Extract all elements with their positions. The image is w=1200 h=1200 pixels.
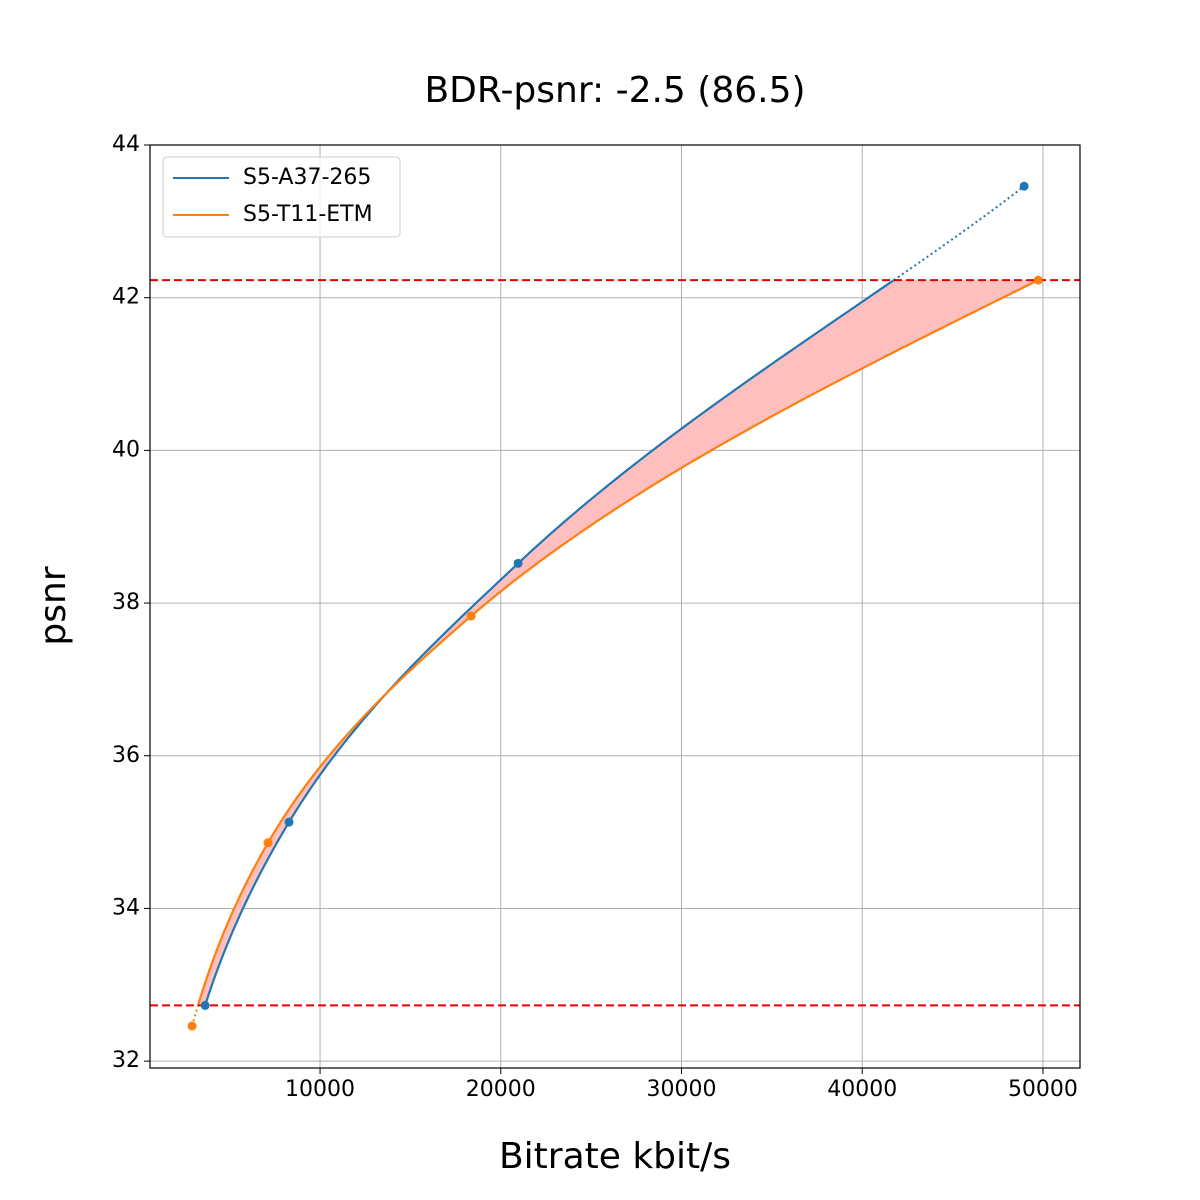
data-point	[1019, 181, 1029, 191]
chart-title: BDR-psnr: -2.5 (86.5)	[424, 70, 805, 111]
data-point	[466, 611, 476, 621]
x-tick-label: 30000	[647, 1077, 717, 1102]
y-tick-label: 34	[112, 895, 140, 920]
plot-frame	[149, 144, 1081, 1069]
fit-curve	[204, 279, 895, 1006]
fit-curve	[196, 279, 1039, 1006]
y-tick-label: 42	[112, 285, 140, 310]
y-tick-label: 40	[112, 437, 140, 462]
x-axis-label: Bitrate kbit/s	[499, 1136, 731, 1177]
legend-label: S5-T11-ETM	[243, 202, 373, 227]
x-tick-label: 20000	[466, 1077, 536, 1102]
legend-label: S5-A37-265	[243, 165, 371, 190]
y-tick-label: 38	[112, 590, 140, 615]
x-tick-label: 50000	[1008, 1077, 1078, 1102]
data-point	[513, 558, 523, 568]
data-point	[187, 1021, 197, 1031]
x-tick-label: 40000	[827, 1077, 897, 1102]
data-point	[200, 1000, 210, 1010]
y-axis-label: psnr	[33, 566, 74, 645]
fit-curve-extension	[893, 185, 1025, 281]
y-tick-label: 36	[112, 743, 140, 768]
x-tick-label: 10000	[285, 1077, 355, 1102]
data-point	[263, 838, 273, 848]
y-tick-label: 44	[112, 132, 140, 157]
y-tick-label: 32	[112, 1048, 140, 1073]
fit-curve-extension	[191, 1005, 199, 1027]
data-point	[284, 817, 294, 827]
data-point	[1033, 275, 1043, 285]
difference-area	[198, 280, 1039, 1006]
